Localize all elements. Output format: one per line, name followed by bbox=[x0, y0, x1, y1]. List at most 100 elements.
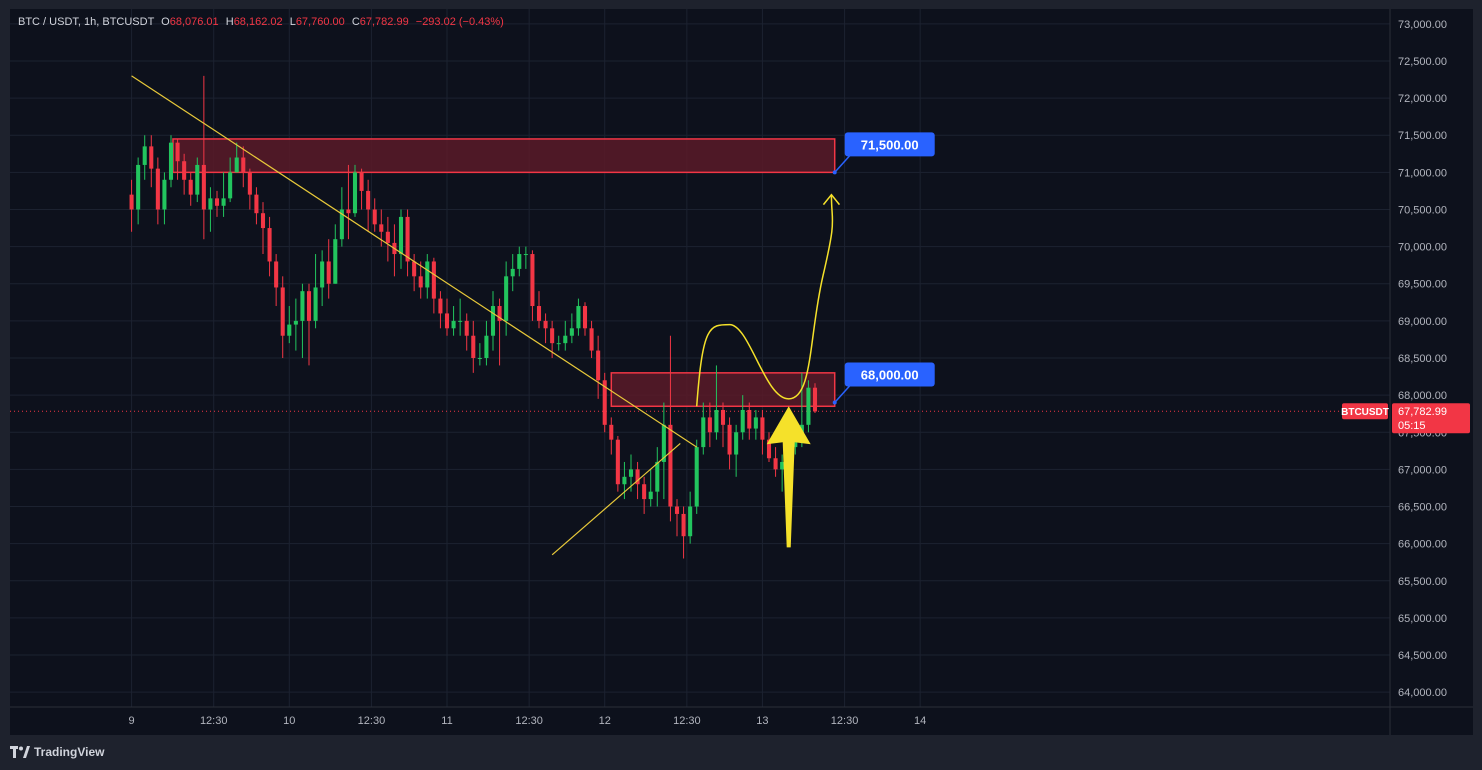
candle-body bbox=[162, 179, 167, 210]
candle-body bbox=[464, 320, 469, 336]
price-tick-label: 66,500.00 bbox=[1398, 502, 1447, 514]
candle-body bbox=[366, 190, 371, 210]
time-tick-label: 14 bbox=[914, 715, 926, 727]
candle-body bbox=[352, 172, 358, 214]
symbol-tag-text: BTCUSDT bbox=[1341, 407, 1389, 418]
time-tick-label: 11 bbox=[441, 715, 452, 727]
candle-body bbox=[530, 254, 535, 307]
candle-body bbox=[734, 432, 739, 455]
candle-body bbox=[701, 417, 706, 448]
chart-frame[interactable]: 73,000.00 72,500.00 72,000.00 71,500.00 71,0… bbox=[10, 9, 1473, 735]
price-label-box-2 bbox=[844, 362, 935, 387]
low-label: L bbox=[289, 16, 296, 28]
candle-body bbox=[326, 261, 331, 284]
candle-body bbox=[425, 261, 430, 288]
candle-body bbox=[412, 261, 417, 277]
candle-body bbox=[582, 306, 588, 329]
up-arrow-icon bbox=[766, 406, 811, 548]
candle-body bbox=[359, 172, 364, 191]
trendline-2 bbox=[551, 442, 681, 556]
resistance-zone-1 bbox=[172, 138, 836, 174]
candle-body bbox=[385, 231, 390, 243]
candle-body bbox=[149, 146, 154, 169]
candle-body bbox=[609, 424, 614, 440]
open-label: O bbox=[161, 16, 170, 28]
candle-body bbox=[280, 287, 285, 336]
time-tick-label: 9 bbox=[129, 715, 135, 727]
candle-body bbox=[208, 198, 213, 210]
candle-body bbox=[563, 335, 568, 344]
candle-body bbox=[780, 461, 785, 470]
price-label-text-2: 68,000.00 bbox=[861, 368, 919, 383]
candle-body bbox=[760, 417, 765, 440]
candle-body bbox=[274, 261, 279, 288]
candle-body bbox=[648, 491, 653, 500]
price-tick-label: 71,000.00 bbox=[1398, 167, 1447, 179]
tradingview-brand[interactable]: TradingView bbox=[10, 742, 104, 762]
candle-body bbox=[306, 291, 312, 321]
candle-body bbox=[806, 387, 811, 425]
price-tick-label: 68,500.00 bbox=[1398, 353, 1447, 365]
candle-body bbox=[622, 476, 627, 485]
candle-body bbox=[267, 228, 272, 262]
candle-body bbox=[234, 157, 239, 173]
tradingview-label: TradingView bbox=[34, 745, 105, 759]
change-value: −293.02 (−0.43%) bbox=[415, 16, 504, 28]
current-price-tag bbox=[1392, 403, 1470, 434]
price-tick-label: 70,500.00 bbox=[1398, 204, 1447, 216]
candle-body bbox=[398, 216, 404, 255]
price-tick-label: 64,000.00 bbox=[1398, 687, 1447, 699]
price-label-anchor bbox=[832, 400, 837, 405]
candle-body bbox=[523, 254, 528, 256]
candle-body bbox=[201, 164, 206, 210]
candle-body bbox=[339, 209, 344, 240]
time-tick-label: 10 bbox=[283, 715, 295, 727]
price-tick-label: 73,000.00 bbox=[1398, 19, 1447, 31]
candle-body bbox=[812, 387, 818, 412]
candle-body bbox=[254, 194, 259, 214]
chart-canvas[interactable]: 73,000.00 72,500.00 72,000.00 71,500.00 71,0… bbox=[10, 9, 1473, 735]
price-tick-label: 72,500.00 bbox=[1398, 56, 1447, 68]
candle-body bbox=[195, 164, 200, 195]
candle-body bbox=[379, 224, 384, 232]
candle-body bbox=[694, 447, 699, 507]
candle-body bbox=[556, 343, 561, 345]
candle-body bbox=[300, 291, 305, 321]
candle-body bbox=[438, 298, 443, 314]
candle-body bbox=[129, 194, 134, 210]
candle-body bbox=[431, 261, 436, 299]
candle-body bbox=[484, 335, 489, 358]
candle-body bbox=[372, 209, 377, 225]
tradingview-logo-icon bbox=[10, 746, 30, 758]
candle-body bbox=[747, 409, 752, 429]
candle-body bbox=[346, 209, 351, 214]
projection-arrowhead-icon bbox=[822, 193, 841, 206]
candle-body bbox=[655, 461, 660, 492]
candle-body bbox=[504, 276, 509, 321]
candle-body bbox=[287, 324, 292, 336]
candle-body bbox=[247, 172, 252, 195]
candle-body bbox=[674, 506, 680, 514]
candle-body bbox=[615, 439, 620, 485]
candle-body bbox=[136, 164, 141, 210]
candle-body bbox=[517, 254, 522, 269]
time-tick-label: 12:30 bbox=[831, 715, 859, 727]
close-label: C bbox=[351, 16, 360, 28]
time-tick-label: 12:30 bbox=[515, 715, 543, 727]
symbol-title[interactable]: BTC / USDT, 1h, BTCUSDT bbox=[18, 16, 155, 28]
candle-body bbox=[471, 335, 476, 358]
candle-body bbox=[576, 306, 581, 329]
price-tick-label: 68,000.00 bbox=[1398, 390, 1447, 402]
candle-body bbox=[602, 380, 607, 425]
high-label: H bbox=[225, 16, 234, 28]
candle-body bbox=[766, 439, 772, 459]
symbol-header: BTC / USDT, 1h, BTCUSDT O68,076.01 H68,1… bbox=[18, 16, 504, 28]
price-tick-label: 64,500.00 bbox=[1398, 650, 1447, 662]
candle-body bbox=[661, 424, 666, 462]
time-tick-label: 12:30 bbox=[358, 715, 386, 727]
candle-body bbox=[720, 409, 726, 425]
close-value: 67,782.99 bbox=[359, 16, 409, 28]
candle-body bbox=[490, 306, 496, 336]
time-tick-label: 13 bbox=[756, 715, 768, 727]
price-label-text-1: 71,500.00 bbox=[861, 137, 919, 152]
